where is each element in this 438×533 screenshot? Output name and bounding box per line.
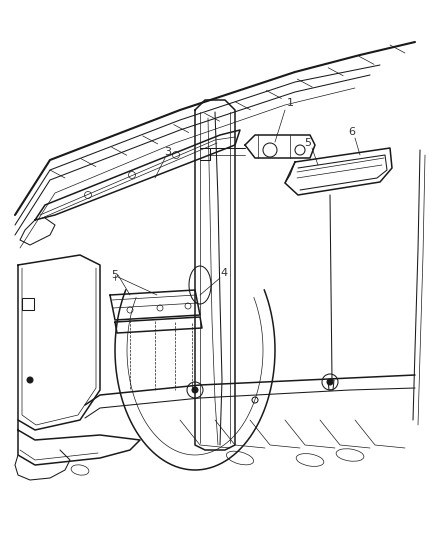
- Circle shape: [327, 379, 333, 385]
- Circle shape: [192, 387, 198, 393]
- Text: 5: 5: [304, 138, 311, 148]
- Bar: [22, 298, 34, 310]
- Text: 6: 6: [349, 127, 356, 137]
- Text: 1: 1: [286, 98, 293, 108]
- Text: 5: 5: [112, 270, 119, 280]
- Text: 4: 4: [220, 268, 228, 278]
- Text: 3: 3: [165, 147, 172, 157]
- Circle shape: [27, 377, 33, 383]
